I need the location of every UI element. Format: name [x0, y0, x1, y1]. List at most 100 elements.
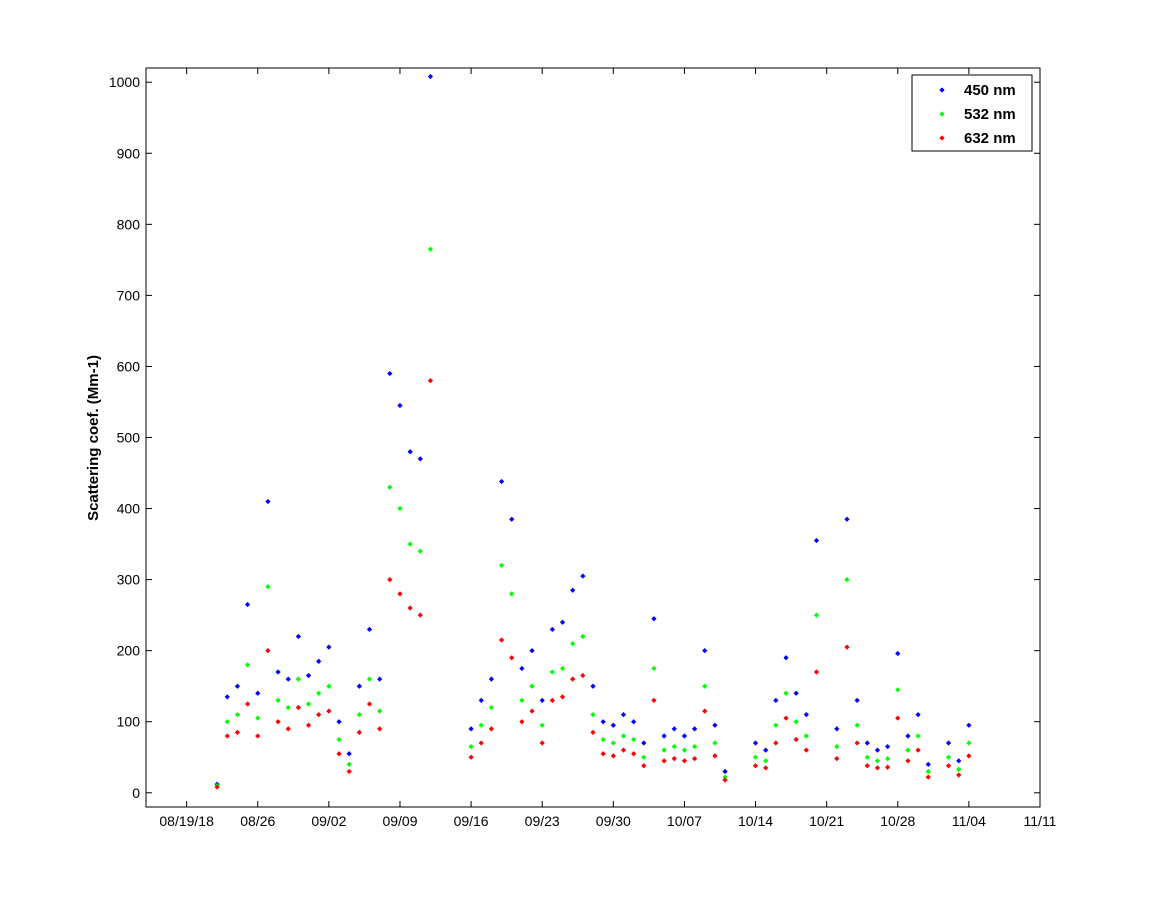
plot-frame [145, 67, 1041, 808]
data-point [895, 715, 901, 721]
data-point [539, 697, 545, 704]
data-point [610, 740, 616, 746]
y-tick-label: 0 [132, 785, 140, 801]
data-point [620, 747, 627, 753]
y-tick-label: 800 [117, 216, 141, 232]
data-point [905, 758, 911, 764]
x-tick-label: 09/23 [525, 813, 560, 829]
data-point [671, 756, 677, 762]
x-tick-label: 09/16 [454, 813, 489, 829]
data-point [752, 763, 759, 769]
data-point [316, 712, 322, 718]
data-point [803, 712, 809, 718]
y-tick-label: 900 [117, 145, 141, 161]
data-point [407, 541, 413, 547]
data-point [570, 676, 576, 682]
data-point [397, 402, 403, 409]
data-point [356, 683, 362, 689]
data-point [488, 726, 495, 732]
data-point [631, 736, 637, 743]
data-point [905, 733, 911, 739]
data-point [864, 763, 870, 769]
data-point [610, 753, 616, 759]
data-point [763, 747, 769, 753]
data-point [834, 726, 840, 732]
data-point [915, 733, 921, 739]
data-point [925, 768, 931, 775]
data-point [570, 587, 576, 593]
data-point [712, 740, 718, 746]
data-point [336, 719, 342, 725]
data-point [691, 756, 698, 762]
data-point [702, 683, 708, 689]
data-point [519, 697, 525, 704]
data-point [641, 740, 647, 746]
data-point [661, 747, 667, 753]
data-point [549, 626, 555, 632]
data-point [529, 648, 535, 654]
legend-label: 532 nm [964, 106, 1016, 123]
data-point [905, 747, 911, 753]
data-point [417, 456, 423, 462]
data-point [427, 378, 434, 384]
data-point [397, 505, 403, 512]
x-tick-label: 09/02 [311, 813, 346, 829]
data-point [498, 478, 505, 485]
data-point [966, 753, 972, 759]
data-point [275, 719, 281, 725]
data-point [661, 733, 667, 739]
data-point [214, 784, 220, 790]
data-point [661, 758, 667, 764]
data-point [671, 726, 677, 732]
data-point [265, 648, 271, 654]
legend: 450 nm 532 nm 632 nm [911, 74, 1033, 152]
data-point [265, 498, 271, 505]
data-point [895, 650, 901, 657]
data-point [539, 740, 545, 746]
data-point [295, 633, 302, 640]
data-point [915, 712, 921, 718]
series-532-nm [214, 246, 972, 789]
data-point [356, 729, 362, 736]
data-point [387, 370, 393, 377]
data-point [763, 765, 769, 771]
data-point [620, 712, 627, 718]
data-point [407, 605, 413, 611]
data-point [671, 743, 677, 750]
legend-label: 450 nm [964, 82, 1016, 99]
data-point [773, 722, 779, 728]
data-point [945, 740, 952, 746]
data-point [234, 729, 241, 736]
data-point [285, 726, 291, 732]
data-point [956, 758, 962, 764]
data-point [631, 751, 637, 757]
data-point [966, 722, 972, 728]
data-point [285, 704, 291, 711]
data-point [387, 576, 393, 583]
legend-marker [939, 87, 945, 93]
y-axis-title: Scattering coef. (Mm-1) [85, 355, 102, 521]
data-point [559, 665, 566, 672]
data-point [966, 740, 972, 746]
data-point [712, 722, 718, 728]
data-point [417, 612, 423, 618]
data-point [773, 740, 779, 746]
y-tick-label: 100 [117, 714, 141, 730]
x-tick-label: 09/09 [382, 813, 417, 829]
data-point [305, 701, 312, 707]
data-point [580, 672, 586, 679]
data-point [275, 669, 281, 675]
x-tick-label: 08/26 [240, 813, 275, 829]
data-point [570, 640, 576, 647]
data-point [407, 449, 413, 455]
data-point [316, 658, 322, 664]
data-point [895, 687, 901, 693]
y-tick-label: 700 [117, 287, 141, 303]
data-point [305, 722, 312, 728]
data-point [590, 729, 596, 736]
data-point [722, 768, 728, 775]
data-point [844, 516, 850, 522]
y-tick-label: 600 [117, 358, 141, 374]
data-point [326, 708, 332, 714]
data-point [498, 637, 505, 643]
